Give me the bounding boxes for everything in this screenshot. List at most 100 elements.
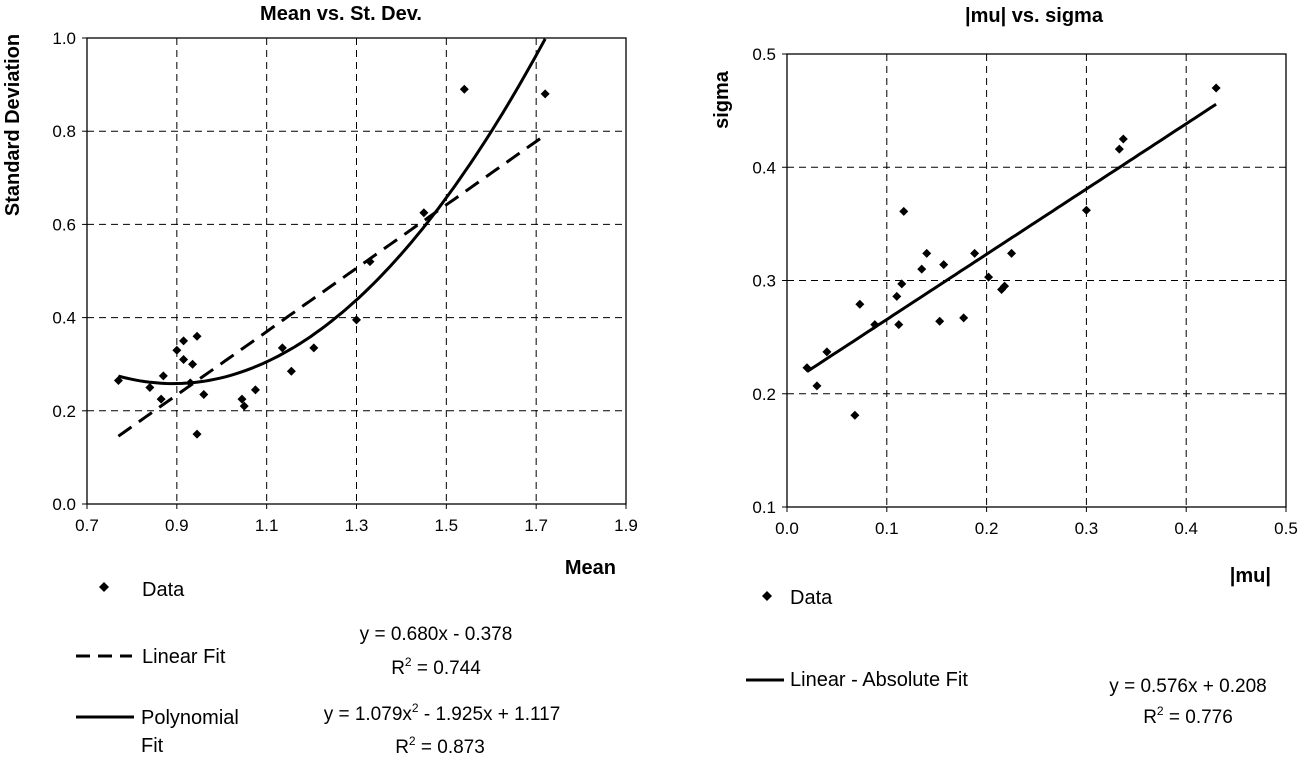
y-tick-label: 0.5 xyxy=(752,45,776,64)
data-point xyxy=(172,345,182,355)
data-point xyxy=(237,394,247,404)
x-tick-label: 0.3 xyxy=(1075,519,1099,538)
data-point xyxy=(894,320,904,330)
data-point xyxy=(185,378,195,388)
x-tick-label: 0.0 xyxy=(775,519,799,538)
data-point xyxy=(156,394,166,404)
x-axis-label: |mu| xyxy=(1230,565,1271,587)
legend-label-linear-absolute-fit: Linear - Absolute Fit xyxy=(790,669,968,691)
linear-fit-r2: R2 = 0.744 xyxy=(391,655,481,679)
data-point xyxy=(802,363,812,373)
x-tick-label: 1.3 xyxy=(345,516,369,535)
data-point xyxy=(870,320,880,330)
x-tick-label: 0.4 xyxy=(1174,519,1198,538)
linear-absolute-fit-r2: R2 = 0.776 xyxy=(1143,704,1233,728)
data-point xyxy=(812,381,822,391)
data-point xyxy=(959,313,969,323)
y-tick-label: 0.0 xyxy=(52,495,76,514)
data-point xyxy=(855,299,865,309)
data-points xyxy=(802,83,1221,420)
y-tick-label: 0.4 xyxy=(52,309,76,328)
chart-mean-vs-stdev: 0.7 0.9 1.1 1.3 1.5 1.7 1.9 0.0 0.2 0.4 0.6 0.8 1.0… xyxy=(2,3,638,758)
y-tick-label: 0.2 xyxy=(52,402,76,421)
data-point xyxy=(309,343,319,353)
data-point xyxy=(113,376,123,386)
y-tick-label: 0.6 xyxy=(52,215,76,234)
y-axis-label: sigma xyxy=(711,70,733,129)
legend-label-polynomial-fit-line1: Polynomial xyxy=(141,707,239,729)
chart-grid xyxy=(787,54,1286,507)
fit-line-polynomial-fit xyxy=(118,38,547,386)
y-tick-labels: 0.0 0.2 0.4 0.6 0.8 1.0 xyxy=(52,29,87,514)
legend-marker-data xyxy=(99,582,109,592)
data-point xyxy=(935,316,945,326)
x-tick-label: 0.7 xyxy=(75,516,99,535)
legend-marker-data xyxy=(762,591,772,601)
x-tick-label: 0.5 xyxy=(1274,519,1298,538)
y-axis-label: Standard Deviation xyxy=(2,34,24,216)
chart-grid xyxy=(87,38,626,504)
data-point xyxy=(897,279,907,289)
x-tick-labels: 0.7 0.9 1.1 1.3 1.5 1.7 1.9 xyxy=(75,504,638,535)
legend-label-polynomial-fit-line2: Fit xyxy=(141,735,164,757)
data-point xyxy=(939,260,949,270)
data-point xyxy=(1000,281,1010,291)
linear-absolute-fit-equation: y = 0.576x + 0.208 xyxy=(1109,676,1266,697)
data-point xyxy=(179,336,189,346)
x-tick-label: 1.5 xyxy=(435,516,459,535)
data-point xyxy=(1114,144,1124,154)
fit-lines xyxy=(806,102,1217,373)
y-tick-label: 0.2 xyxy=(752,385,776,404)
x-tick-label: 1.1 xyxy=(255,516,279,535)
data-point xyxy=(917,264,927,274)
data-point xyxy=(459,84,469,94)
fit-line-linear-absolute-fit xyxy=(806,102,1217,373)
y-tick-label: 0.1 xyxy=(752,498,776,517)
polynomial-fit-r2: R2 = 0.873 xyxy=(395,734,485,758)
y-tick-labels: 0.1 0.2 0.3 0.4 0.5 xyxy=(752,45,787,517)
data-point xyxy=(286,366,296,376)
data-point xyxy=(199,389,209,399)
data-point xyxy=(540,89,550,99)
data-point xyxy=(277,343,287,353)
chart-title: |mu| vs. sigma xyxy=(965,5,1104,27)
data-point xyxy=(922,248,932,258)
data-point xyxy=(179,355,189,365)
legend: Data Linear Fit Polynomial Fit xyxy=(76,579,239,757)
data-point xyxy=(352,315,361,325)
data-point xyxy=(145,383,155,392)
y-tick-label: 0.8 xyxy=(52,122,76,141)
fit-lines xyxy=(117,38,547,438)
data-point xyxy=(419,208,429,218)
chart-title: Mean vs. St. Dev. xyxy=(260,3,422,25)
data-points xyxy=(113,84,550,439)
fit-equations: y = 0.576x + 0.208 R2 = 0.776 xyxy=(1109,676,1266,728)
data-point xyxy=(192,331,202,341)
data-point xyxy=(192,429,202,439)
data-point xyxy=(188,359,198,369)
y-tick-label: 1.0 xyxy=(52,29,76,48)
data-point xyxy=(984,272,994,282)
data-point xyxy=(250,385,260,395)
x-tick-label: 0.2 xyxy=(975,519,999,538)
data-point xyxy=(158,371,168,381)
data-point xyxy=(1118,134,1128,144)
data-point xyxy=(1081,205,1091,215)
y-tick-label: 0.3 xyxy=(752,272,776,291)
x-tick-label: 0.9 xyxy=(165,516,189,535)
legend-label-data: Data xyxy=(790,587,833,609)
data-point xyxy=(1007,248,1017,258)
data-point xyxy=(365,257,375,267)
chart-mu-vs-sigma: 0.0 0.1 0.2 0.3 0.4 0.5 0.1 0.2 0.3 0.4 0.5 |mu| … xyxy=(711,5,1298,728)
fit-equations: y = 0.680x - 0.378 R2 = 0.744 y = 1.079x… xyxy=(324,624,561,758)
data-point xyxy=(899,206,909,216)
data-point xyxy=(892,291,902,301)
data-point xyxy=(970,248,980,258)
linear-fit-equation: y = 0.680x - 0.378 xyxy=(360,624,513,645)
fit-line-linear-fit xyxy=(117,133,547,438)
x-axis-label: Mean xyxy=(565,557,616,579)
x-tick-labels: 0.0 0.1 0.2 0.3 0.4 0.5 xyxy=(775,507,1298,538)
polynomial-fit-equation: y = 1.079x2 - 1.925x + 1.117 xyxy=(324,701,561,725)
data-point xyxy=(1211,83,1221,93)
